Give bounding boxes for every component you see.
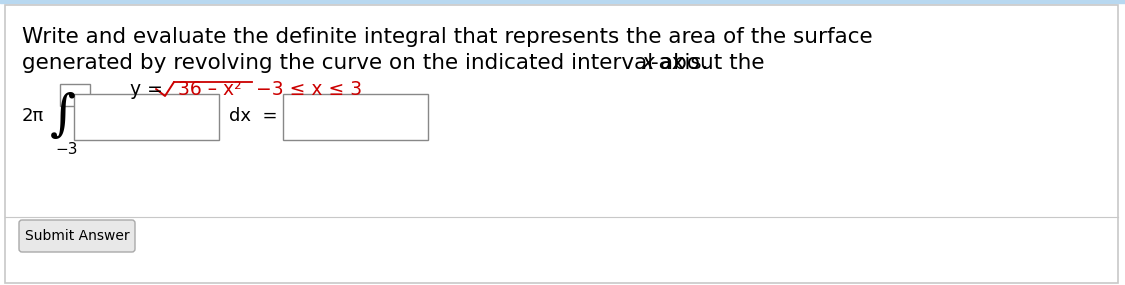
- Text: dx  =: dx =: [229, 107, 278, 125]
- Text: x: x: [642, 53, 655, 73]
- Text: 36 – x²: 36 – x²: [178, 80, 242, 99]
- Text: Submit Answer: Submit Answer: [25, 229, 129, 243]
- Bar: [284, 94, 428, 140]
- Text: generated by revolving the curve on the indicated interval about the: generated by revolving the curve on the …: [22, 53, 772, 73]
- Text: 2π: 2π: [22, 107, 44, 125]
- Text: −3: −3: [55, 142, 78, 158]
- Text: ∫: ∫: [50, 91, 76, 141]
- FancyBboxPatch shape: [19, 220, 135, 252]
- Text: −3 ≤ x ≤ 3: −3 ≤ x ≤ 3: [256, 80, 362, 99]
- Bar: [60, 84, 90, 106]
- Text: y =: y =: [130, 80, 169, 99]
- Bar: [0, 0, 1125, 3]
- Text: -axis.: -axis.: [651, 53, 709, 73]
- Bar: [74, 94, 219, 140]
- Text: Write and evaluate the definite integral that represents the area of the surface: Write and evaluate the definite integral…: [22, 27, 873, 47]
